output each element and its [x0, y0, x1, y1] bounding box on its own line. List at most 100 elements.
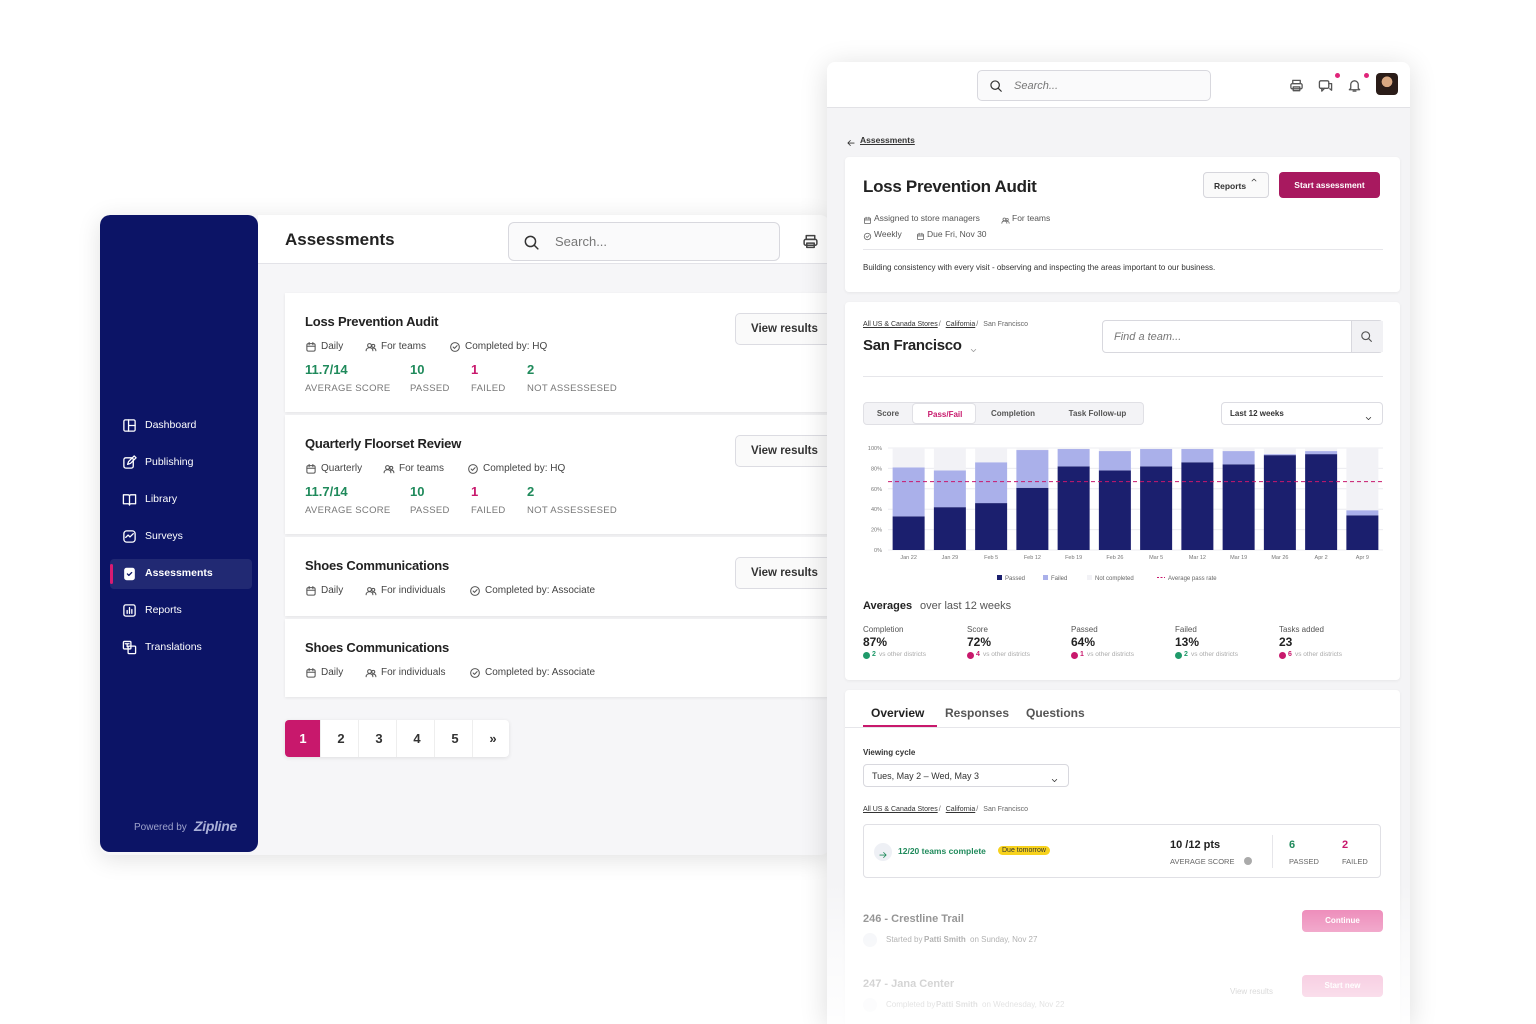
card-meta: For individuals — [381, 585, 446, 596]
nav-item[interactable]: Surveys — [110, 522, 252, 552]
page-button[interactable]: 5 — [437, 720, 473, 757]
chart-tab[interactable]: Task Follow-up — [1050, 403, 1145, 424]
meta-text: For teams — [1012, 213, 1051, 223]
icon — [305, 584, 317, 596]
breadcrumb-item[interactable]: All US & Canada Stores — [863, 806, 938, 813]
breadcrumb-item[interactable]: California — [945, 806, 976, 813]
card-meta: For teams — [399, 463, 445, 474]
start-assessment-button[interactable]: Start assessment — [1279, 172, 1380, 198]
nav-item[interactable]: Dashboard — [110, 411, 252, 441]
icon-shape — [524, 235, 537, 248]
icon-shape — [125, 533, 134, 539]
trend-icon — [1175, 652, 1182, 659]
breadcrumb-separator: / — [938, 321, 941, 328]
page-button[interactable]: 3 — [361, 720, 397, 757]
page-title: Assessments — [285, 230, 395, 249]
icon-shape — [917, 233, 924, 240]
stat-value: 11.7/14 — [305, 484, 348, 499]
bar-segment — [933, 470, 966, 508]
y-tick-label: 40% — [871, 507, 882, 513]
tab[interactable]: Overview — [871, 706, 925, 720]
icon-shape — [1361, 331, 1372, 342]
breadcrumb-item: San Francisco — [983, 806, 1029, 813]
range-dropdown[interactable]: Last 12 weeks — [1221, 402, 1383, 425]
average-label: Score — [967, 625, 988, 634]
nav-label: Publishing — [145, 456, 194, 468]
x-tick-label: Mar 12 — [1189, 555, 1206, 561]
icon — [365, 584, 377, 596]
page-button[interactable]: 4 — [399, 720, 435, 757]
breadcrumb-item[interactable]: California — [945, 321, 976, 328]
breadcrumb-item[interactable]: All US & Canada Stores — [863, 321, 938, 328]
nav-item[interactable]: Publishing — [110, 448, 252, 478]
average-note: vs other districts — [1295, 651, 1342, 658]
icon — [467, 462, 479, 474]
tab[interactable]: Responses — [945, 706, 1010, 720]
find-team-box[interactable]: Find a team... — [1102, 320, 1383, 353]
icon — [1001, 212, 1010, 224]
view-results-button[interactable]: View results — [735, 557, 830, 589]
failed-label: FAILED — [1342, 857, 1368, 866]
assessment-title: Loss Prevention Audit — [863, 177, 1037, 196]
legend-swatch — [1043, 575, 1048, 580]
reports-button[interactable]: Reports — [1203, 172, 1269, 198]
icon-shape — [863, 232, 872, 241]
back-link[interactable]: Assessments — [860, 135, 915, 145]
page-label: 5 — [451, 731, 459, 746]
stat-value: 1 — [471, 362, 479, 377]
icon-shape — [1348, 80, 1361, 92]
chart-tab[interactable]: Score — [864, 403, 912, 424]
average-note: vs other districts — [879, 651, 926, 658]
assessment-card[interactable]: Shoes Communications Daily For individuals… — [285, 619, 830, 697]
icon — [305, 666, 317, 678]
page-button[interactable]: » — [475, 720, 509, 757]
cycle-select[interactable]: Tues, May 2 – Wed, May 3 — [863, 764, 1069, 787]
assessment-card[interactable]: Shoes Communications Daily For individuals… — [285, 537, 830, 616]
tab[interactable]: Questions — [1026, 706, 1085, 720]
stat-value: 1 — [471, 484, 479, 499]
icon-shape — [123, 604, 136, 617]
icon-shape — [306, 341, 316, 352]
icon-shape — [306, 463, 316, 469]
nav-item[interactable]: Library — [110, 485, 252, 515]
pass-fail-chart: 0% 20% 40% 60% 80% 100% Jan 22 Jan 29 Feb 5 Feb 1… — [868, 446, 1383, 582]
bar-segment — [1057, 449, 1090, 467]
icon — [122, 566, 137, 581]
search-box[interactable]: Search... — [508, 222, 780, 261]
icon-shape — [1051, 778, 1058, 783]
search-placeholder: Search... — [555, 234, 608, 249]
card-meta: For teams — [381, 341, 427, 352]
search-box[interactable]: Search... — [977, 70, 1211, 101]
stat-value: 11.7/14 — [305, 362, 348, 377]
x-tick-label: Jan 22 — [900, 555, 917, 561]
bar-segment — [1181, 462, 1214, 550]
description: Building consistency with every visit - … — [863, 263, 1216, 272]
page-button[interactable]: 1 — [285, 720, 321, 757]
card-meta: Completed by: Associate — [485, 585, 596, 596]
averages-title: Averages — [863, 600, 913, 612]
find-placeholder: Find a team... — [1114, 331, 1182, 343]
stat-label: PASSED — [410, 505, 450, 516]
assessment-card[interactable]: Quarterly Floorset Review Quarterly For te… — [285, 415, 830, 534]
notification-dot — [1364, 73, 1369, 78]
icon — [1250, 178, 1258, 189]
icon-shape — [990, 80, 1000, 90]
page-button[interactable]: 2 — [323, 720, 359, 757]
nav-item[interactable]: Assessments — [110, 559, 252, 589]
nav-item[interactable]: Reports — [110, 596, 252, 626]
chart-tab[interactable]: Pass/Fail — [912, 403, 976, 424]
average-label: Failed — [1175, 625, 1197, 634]
average-value: 72% — [967, 635, 992, 649]
view-results-button[interactable]: View results — [735, 435, 830, 467]
icon-shape — [365, 343, 377, 352]
bar-segment — [975, 448, 1008, 463]
nav-item[interactable]: Translations — [110, 633, 252, 663]
icon-shape — [1290, 82, 1303, 90]
average-value: 64% — [1071, 635, 1096, 649]
top-bar: Search... — [827, 62, 1410, 108]
icon-shape — [864, 216, 871, 221]
view-results-button[interactable]: View results — [735, 313, 830, 345]
assessment-card[interactable]: Loss Prevention Audit Daily For teams Compl… — [285, 293, 830, 412]
assessment-header-panel: Loss Prevention Audit Reports Start assess… — [845, 157, 1400, 292]
chart-tab[interactable]: Completion — [976, 403, 1050, 424]
